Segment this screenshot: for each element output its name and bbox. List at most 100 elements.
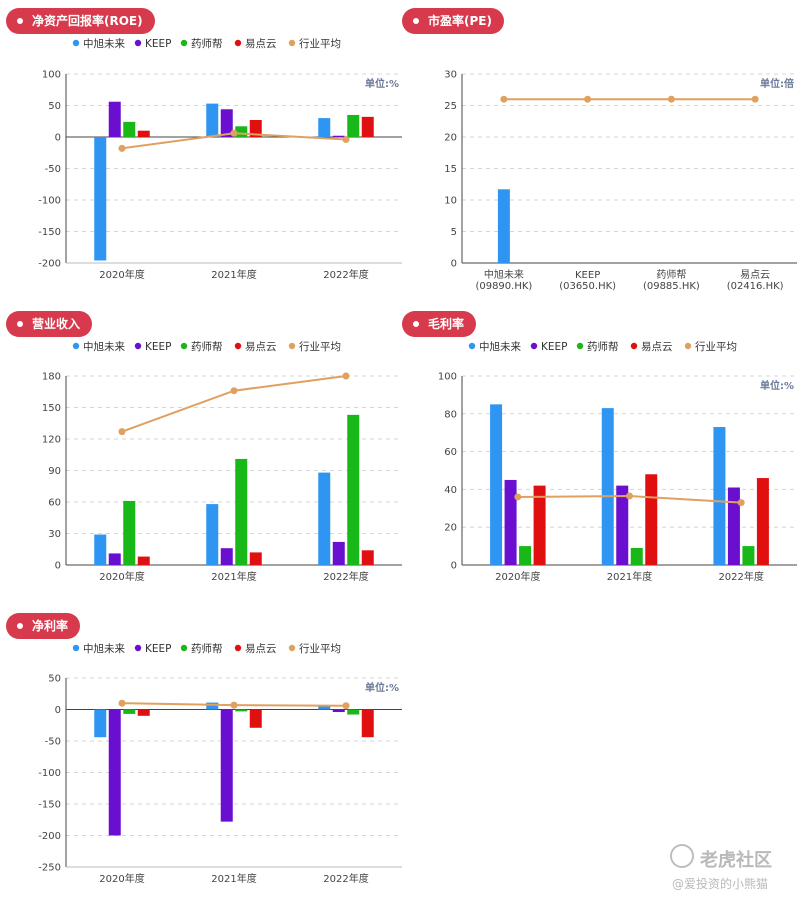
x-tick-label: 2022年度 — [718, 570, 763, 583]
y-tick-label: -50 — [45, 164, 61, 175]
y-tick-label: -100 — [38, 196, 61, 207]
x-tick-label: 2021年度 — [211, 570, 256, 583]
legend-marker-0 — [468, 342, 476, 350]
y-tick-label: 40 — [444, 485, 457, 496]
unit-label: 单位:% — [760, 379, 794, 392]
legend-label-2: 药师帮 — [191, 37, 223, 50]
x-tick-label: 2022年度 — [323, 570, 368, 583]
bar — [108, 553, 121, 565]
bar — [137, 556, 150, 565]
unit-label: 单位:% — [365, 681, 399, 694]
legend-marker-3 — [630, 342, 638, 350]
legend-label-3: 易点云 — [245, 341, 277, 353]
line-point — [342, 702, 350, 710]
watermark-logo-icon — [670, 844, 694, 868]
y-tick-label: 10 — [444, 196, 457, 207]
legend-marker-3 — [234, 644, 242, 652]
roe-title: 净资产回报率(ROE) — [32, 14, 143, 28]
bar — [220, 548, 233, 565]
unit-label: 单位:% — [365, 77, 399, 90]
watermark-brand: 老虎社区 — [700, 850, 772, 871]
x-tick-label: (03650.HK) — [559, 281, 616, 292]
bar — [206, 702, 219, 710]
x-tick-label: (02416.HK) — [727, 281, 784, 292]
bar — [220, 109, 233, 137]
legend-label-2: 药师帮 — [587, 340, 619, 353]
y-tick-label: 0 — [55, 561, 61, 572]
legend-marker-3 — [234, 342, 242, 350]
x-tick-label: 2021年度 — [211, 872, 256, 885]
line-point — [342, 136, 350, 144]
legend-label-1: KEEP — [145, 341, 172, 353]
bar — [235, 709, 248, 712]
y-tick-label: 0 — [451, 561, 457, 572]
y-tick-label: 100 — [42, 70, 61, 81]
y-tick-label: 20 — [444, 133, 457, 144]
line-point — [667, 95, 675, 103]
legend-marker-4 — [684, 342, 692, 350]
legend-label-3: 易点云 — [245, 643, 277, 655]
bar — [742, 546, 755, 565]
bar — [206, 504, 219, 565]
y-tick-label: -200 — [38, 259, 61, 270]
line-point — [230, 129, 238, 137]
y-tick-label: 50 — [48, 101, 61, 112]
bar — [249, 552, 262, 565]
line-point — [626, 492, 633, 500]
x-tick-label: KEEP — [575, 270, 600, 281]
x-tick-label: 2020年度 — [99, 570, 144, 583]
legend-label-0: 中旭未来 — [83, 642, 125, 655]
net-margin-chart: 中旭未来 KEEP 药师帮 易点云 行业平均 50 0 -50 -100 -150 -200 -250… — [38, 642, 402, 885]
bar — [220, 709, 233, 822]
bar — [332, 135, 345, 137]
net-margin-title-pill: 净利率 — [6, 613, 81, 639]
legend-marker-3 — [234, 39, 242, 47]
legend-marker-1 — [134, 342, 142, 350]
x-tick-label: 2022年度 — [323, 872, 368, 885]
bar — [347, 709, 360, 715]
y-tick-label: 30 — [444, 70, 457, 81]
x-tick-label: (09885.HK) — [643, 281, 700, 292]
x-tick-label: 药师帮 — [656, 268, 686, 281]
legend-marker-1 — [134, 644, 142, 652]
x-tick-label: 2020年度 — [495, 570, 540, 583]
x-tick-label: 2022年度 — [323, 268, 368, 281]
bar — [137, 130, 150, 137]
bar — [347, 414, 360, 565]
y-tick-label: -50 — [45, 737, 61, 748]
bar — [249, 709, 262, 728]
bar — [504, 479, 517, 565]
bar — [318, 472, 331, 565]
bar — [519, 546, 532, 565]
y-tick-label: -200 — [38, 831, 61, 842]
legend-label-2: 药师帮 — [191, 340, 223, 353]
legend-marker-0 — [72, 39, 80, 47]
line-point — [230, 387, 238, 395]
bar — [235, 126, 248, 137]
x-tick-label: 2021年度 — [211, 268, 256, 281]
line-point — [230, 701, 238, 709]
y-tick-label: 30 — [48, 529, 61, 540]
y-tick-label: 90 — [48, 466, 61, 477]
x-tick-label: 易点云 — [740, 269, 770, 281]
line-point — [118, 428, 126, 436]
legend-marker-2 — [180, 342, 188, 350]
bar — [361, 709, 374, 738]
y-tick-label: 0 — [55, 705, 61, 716]
y-tick-label: 15 — [444, 164, 457, 175]
x-tick-label: (09890.HK) — [475, 281, 532, 292]
y-tick-label: 50 — [48, 674, 61, 685]
line-point — [584, 95, 592, 103]
legend-marker-1 — [134, 39, 142, 47]
legend-label-3: 易点云 — [641, 341, 673, 353]
roe-title-pill: 净资产回报率(ROE) — [6, 8, 155, 34]
y-tick-label: -250 — [38, 863, 61, 874]
line-point — [118, 699, 126, 707]
legend-label-4: 行业平均 — [299, 642, 341, 655]
bar — [497, 189, 510, 263]
bar — [94, 709, 107, 738]
bar — [727, 487, 740, 565]
bar — [108, 709, 121, 836]
bar — [318, 118, 331, 137]
y-tick-label: -150 — [38, 227, 61, 238]
